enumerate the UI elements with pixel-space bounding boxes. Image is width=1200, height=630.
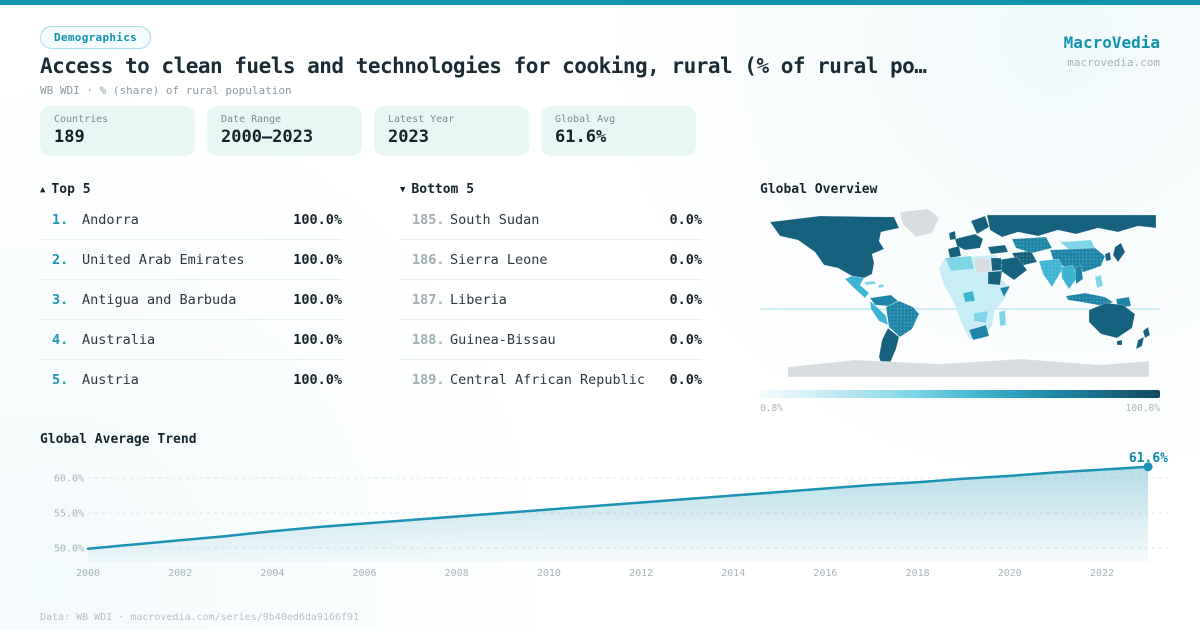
global-overview-panel: Global Overview <box>760 182 1160 414</box>
trend-title: Global Average Trend <box>40 432 197 447</box>
svg-text:2008: 2008 <box>445 568 469 579</box>
list-item: 185. South Sudan 0.0% <box>400 200 702 240</box>
brand-block: MacroVedia macrovedia.com <box>1064 33 1160 69</box>
stat-card: Global Avg 61.6% <box>541 106 696 156</box>
country-name: Antigua and Barbuda <box>82 291 237 308</box>
svg-text:60.0%: 60.0% <box>54 474 84 485</box>
stat-label: Countries <box>54 114 109 125</box>
stat-value: 189 <box>54 127 85 147</box>
country-name: United Arab Emirates <box>82 251 245 268</box>
top-accent-bar <box>0 0 1200 5</box>
rank-number: 3. <box>52 291 69 308</box>
bottom5-list: 185. South Sudan 0.0% 186. Sierra Leone … <box>400 200 702 400</box>
stat-card: Countries 189 <box>40 106 195 156</box>
country-value: 100.0% <box>293 211 342 228</box>
stat-card: Date Range 2000—2023 <box>207 106 362 156</box>
svg-text:2022: 2022 <box>1090 568 1114 579</box>
top5-list: 1. Andorra 100.0% 2. United Arab Emirate… <box>40 200 342 400</box>
legend-max-label: 100.0% <box>1125 403 1160 414</box>
svg-text:2012: 2012 <box>629 568 653 579</box>
country-value: 0.0% <box>669 331 702 348</box>
bottom5-panel: ▼ Bottom 5 185. South Sudan 0.0% 186. Sie… <box>400 182 702 400</box>
country-name: South Sudan <box>450 211 540 228</box>
choropleth-legend-gradient <box>760 390 1160 398</box>
svg-text:2004: 2004 <box>260 568 284 579</box>
list-item: 189. Central African Republic 0.0% <box>400 360 702 400</box>
country-value: 0.0% <box>669 291 702 308</box>
stat-cards-row: Countries 189 Date Range 2000—2023 Lates… <box>40 106 696 156</box>
stat-label: Date Range <box>221 114 282 125</box>
down-triangle-icon: ▼ <box>400 185 406 195</box>
svg-text:2018: 2018 <box>906 568 930 579</box>
list-item: 3. Antigua and Barbuda 100.0% <box>40 280 342 320</box>
svg-text:2006: 2006 <box>352 568 376 579</box>
page-title: Access to clean fuels and technologies f… <box>40 54 927 78</box>
stat-label: Latest Year <box>388 114 455 125</box>
rank-number: 188. <box>412 331 445 348</box>
country-value: 0.0% <box>669 251 702 268</box>
brand-logo: MacroVedia <box>1063 33 1160 52</box>
svg-text:50.0%: 50.0% <box>54 544 84 555</box>
country-name: Central African Republic <box>450 372 646 388</box>
top5-panel: ▲ Top 5 1. Andorra 100.0% 2. United Arab … <box>40 182 342 400</box>
country-name: Guinea-Bissau <box>450 331 556 348</box>
stat-card: Latest Year 2023 <box>374 106 529 156</box>
bottom5-header: ▼ Bottom 5 <box>400 182 702 200</box>
svg-text:2010: 2010 <box>537 568 561 579</box>
footer-source: Data: WB WDI · macrovedia.com/series/9b4… <box>40 612 360 623</box>
country-name: Liberia <box>450 291 507 308</box>
list-item: 4. Australia 100.0% <box>40 320 342 360</box>
top5-title: Top 5 <box>51 182 91 197</box>
stat-label: Global Avg <box>555 114 616 125</box>
country-name: Australia <box>82 331 156 348</box>
category-badge: Demographics <box>40 26 152 49</box>
country-name: Sierra Leone <box>450 251 548 268</box>
list-item: 186. Sierra Leone 0.0% <box>400 240 702 280</box>
rank-number: 185. <box>412 211 445 228</box>
country-value: 100.0% <box>293 331 342 348</box>
brand-domain: macrovedia.com <box>1067 56 1160 69</box>
stat-value: 2000—2023 <box>221 127 314 147</box>
legend-min-label: 0.8% <box>760 403 783 414</box>
rank-number: 4. <box>52 331 69 348</box>
rank-number: 1. <box>52 211 69 228</box>
list-item: 187. Liberia 0.0% <box>400 280 702 320</box>
page-subtitle: WB WDI · % (share) of rural population <box>40 84 292 97</box>
svg-text:55.0%: 55.0% <box>54 509 84 520</box>
country-value: 100.0% <box>293 372 342 388</box>
stat-value: 2023 <box>388 127 429 147</box>
country-value: 100.0% <box>293 251 342 268</box>
rank-number: 2. <box>52 251 69 268</box>
list-item: 2. United Arab Emirates 100.0% <box>40 240 342 280</box>
svg-text:2002: 2002 <box>168 568 192 579</box>
svg-text:2014: 2014 <box>721 568 745 579</box>
up-triangle-icon: ▲ <box>40 185 46 195</box>
country-value: 100.0% <box>293 291 342 308</box>
bottom5-title: Bottom 5 <box>411 182 475 197</box>
stat-value: 61.6% <box>555 127 607 147</box>
rank-number: 189. <box>412 372 445 388</box>
svg-text:61.6%: 61.6% <box>1129 451 1168 466</box>
country-value: 0.0% <box>669 211 702 228</box>
map-title: Global Overview <box>760 182 878 197</box>
rank-number: 186. <box>412 251 445 268</box>
list-item: 1. Andorra 100.0% <box>40 200 342 240</box>
country-value: 0.0% <box>669 372 702 388</box>
trend-chart: 50.0% 55.0% 60.0% 2000 2002 2004 2006 2008 2010 2… <box>54 451 1168 579</box>
rank-number: 187. <box>412 291 445 308</box>
svg-text:2000: 2000 <box>76 568 100 579</box>
country-name: Austria <box>82 372 139 388</box>
top5-header: ▲ Top 5 <box>40 182 342 200</box>
svg-text:2020: 2020 <box>998 568 1022 579</box>
country-name: Andorra <box>82 211 139 228</box>
svg-text:2016: 2016 <box>813 568 837 579</box>
list-item: 5. Austria 100.0% <box>40 360 342 400</box>
list-item: 188. Guinea-Bissau 0.0% <box>400 320 702 360</box>
rank-number: 5. <box>52 372 69 388</box>
world-map <box>760 208 1160 378</box>
